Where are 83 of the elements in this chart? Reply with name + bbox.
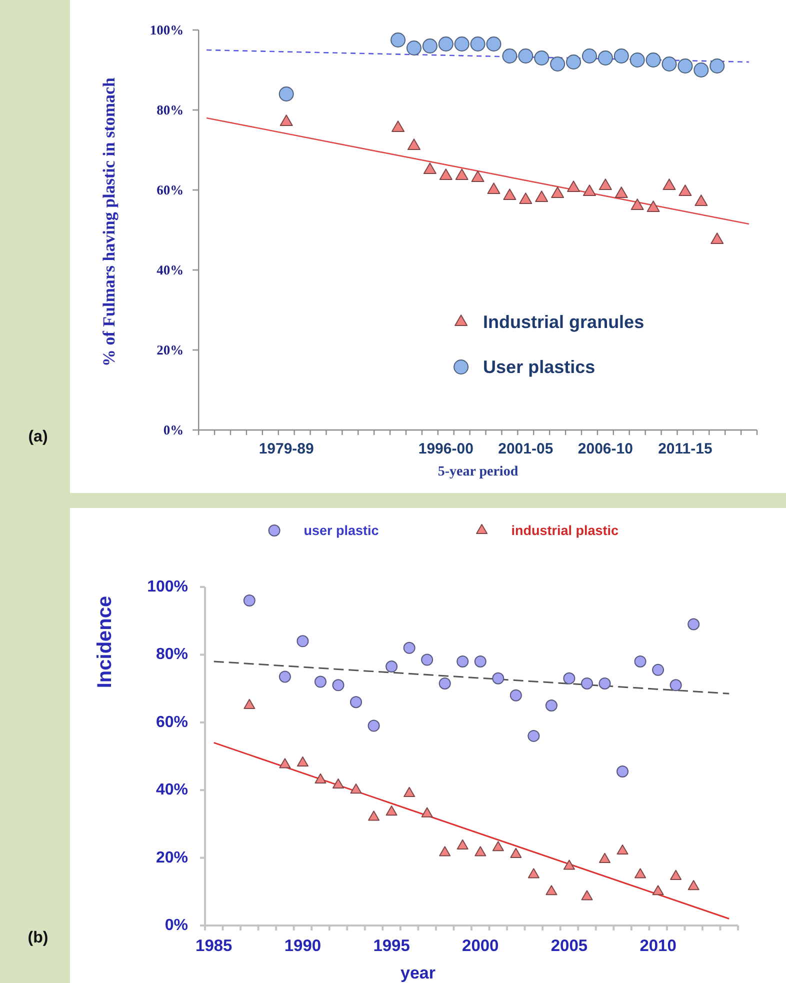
point [670,870,682,880]
point [368,810,380,821]
y-axis-title: % of Fulmars having plastic in stomach [100,76,118,367]
point [652,885,664,896]
point [510,689,522,702]
y-tick-label: 60% [156,714,188,731]
y-tick-label: 0% [163,422,184,438]
point [243,594,256,607]
y-tick-label: 20% [156,849,188,866]
point [599,852,610,864]
legend-label: user plastic [304,523,380,538]
point [439,846,451,856]
point [456,655,469,668]
point [670,679,682,692]
point [688,618,700,630]
legend-label: industrial plastic [511,523,620,538]
point [510,848,522,858]
point [350,784,362,794]
x-tick-label: 2011-15 [658,440,712,458]
y-axis-title: Incidence [94,596,116,688]
y-tick-label: 80% [156,646,188,664]
text: (a) [28,428,48,446]
point [616,844,628,855]
legend-label: User plastics [483,357,596,377]
point [634,868,646,878]
y-tick-label: 80% [156,102,184,118]
point [296,756,308,767]
y-tick-label: 40% [156,262,184,278]
point [528,868,540,878]
point [688,880,700,890]
point [279,758,291,768]
point [314,676,326,688]
point [421,654,434,666]
point [616,765,629,778]
point [652,664,664,676]
point [474,655,486,668]
point [314,773,326,784]
point [581,890,593,900]
y-tick-label: 100% [147,578,188,596]
x-tick-label: 1985 [196,937,232,955]
point [563,672,576,684]
legend-label: Industrial granules [483,312,644,332]
point [598,677,611,690]
point [438,677,451,690]
x-axis-title: year [400,964,436,982]
point [580,677,593,690]
point [350,696,362,708]
x-tick-label: 1995 [373,937,410,955]
x-tick-label: 1990 [284,937,322,955]
point [386,660,398,673]
point [474,846,486,856]
point [244,698,256,710]
y-tick-label: 0% [164,917,188,934]
point [545,699,558,712]
y-tick-label: 60% [156,182,184,198]
point [546,885,558,896]
text: (b) [28,930,48,946]
point [528,730,540,742]
point [492,672,504,684]
point [332,679,344,692]
x-tick-label: 2006-10 [578,440,633,458]
point [404,786,416,798]
point [296,635,309,648]
point [634,655,646,668]
x-axis-title: 5-year period [438,464,518,480]
y-tick-label: 100% [150,22,184,38]
x-tick-label: 1979-89 [258,440,314,458]
y-tick-label: 20% [156,342,184,358]
x-tick-label: 2000 [462,937,499,955]
x-tick-label: 2001-05 [498,440,554,458]
point [278,670,291,683]
point [403,642,416,654]
point [421,807,433,818]
point [386,806,398,816]
x-tick-label: 2005 [550,937,588,955]
point [368,720,380,732]
point [563,860,575,870]
point [332,778,344,789]
x-tick-label: 1996-00 [418,440,474,458]
x-tick-label: 2010 [640,937,676,955]
point [456,839,468,850]
y-tick-label: 40% [156,782,188,799]
point [492,841,504,852]
